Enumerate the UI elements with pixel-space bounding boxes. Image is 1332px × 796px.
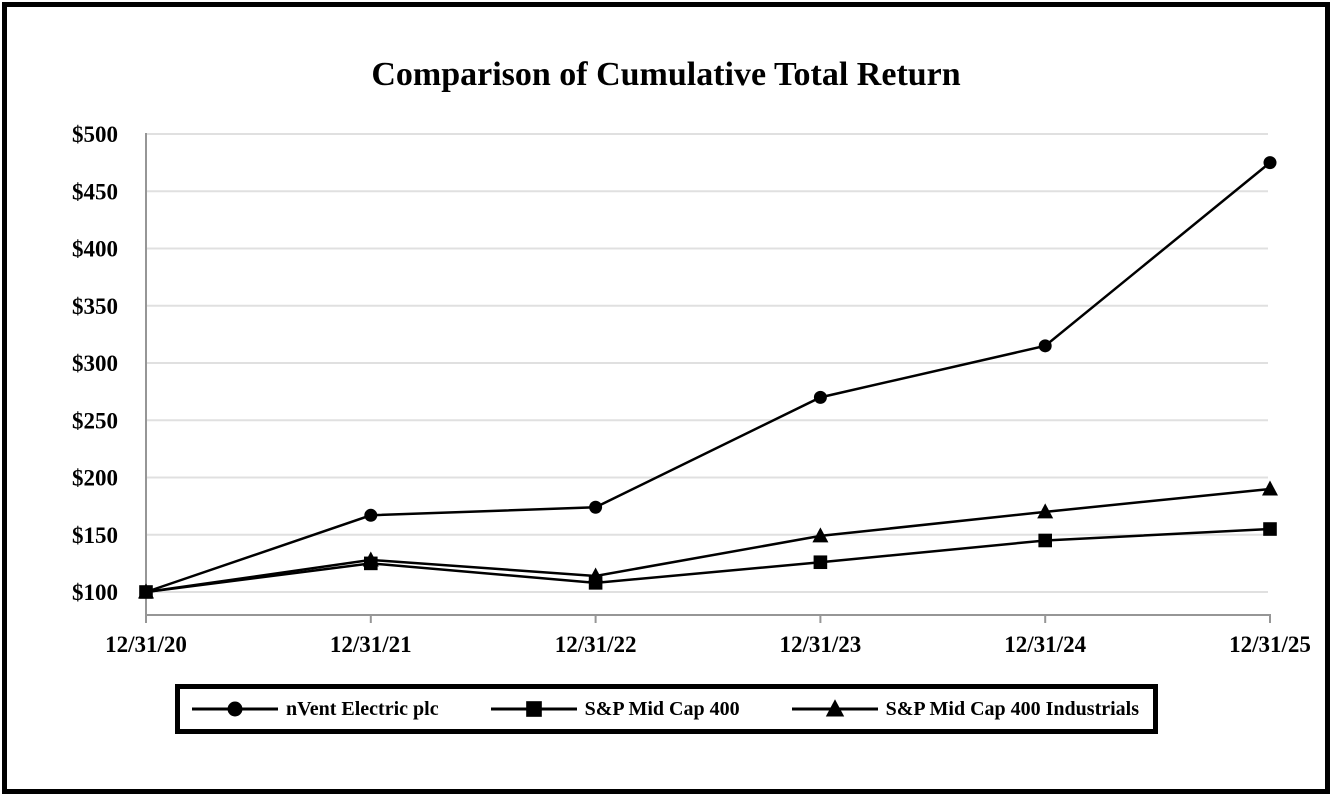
- circle-marker-icon: [1263, 156, 1277, 170]
- y-axis-label: $200: [72, 466, 118, 491]
- square-marker-icon: [1263, 522, 1277, 536]
- x-axis-label: 12/31/22: [555, 632, 637, 657]
- y-axis-label: $350: [72, 294, 118, 319]
- square-legend-marker-icon: [490, 701, 577, 717]
- triangle-marker-icon: [587, 567, 604, 583]
- circle-icon: [227, 701, 243, 717]
- circle-marker-icon: [589, 500, 603, 514]
- chart-legend: nVent Electric plc S&P Mid Cap 400 S&P Mid…: [175, 684, 1158, 734]
- chart-title: Comparison of Cumulative Total Return: [371, 56, 961, 93]
- x-axis-label: 12/31/23: [780, 632, 862, 657]
- square-icon: [525, 701, 542, 717]
- series-line-s-p-mid-cap-400-industrials: [145, 487, 1271, 594]
- legend-label: S&P Mid Cap 400: [584, 697, 740, 720]
- x-axis-label: 12/31/21: [330, 632, 412, 657]
- triangle-marker-icon: [1262, 480, 1278, 496]
- triangle-marker-icon: [1037, 503, 1054, 519]
- x-axis-label: 12/31/20: [105, 632, 187, 657]
- y-axis-label: $100: [72, 580, 118, 605]
- triangle-icon: [825, 699, 844, 717]
- circle-legend-marker-icon: [192, 701, 278, 717]
- x-axis-label: 12/31/25: [1229, 632, 1311, 657]
- square-marker-icon: [1038, 533, 1052, 548]
- y-axis-label: $450: [72, 179, 118, 204]
- triangle-marker-icon: [812, 527, 829, 543]
- legend-label: nVent Electric plc: [286, 697, 439, 720]
- triangle-marker-icon: [138, 583, 154, 599]
- triangle-marker-icon: [362, 551, 379, 567]
- legend-label: S&P Mid Cap 400 Industrials: [885, 697, 1139, 720]
- y-axis-label: $500: [72, 122, 118, 147]
- x-axis-label: 12/31/24: [1004, 632, 1086, 657]
- square-marker-icon: [813, 555, 828, 570]
- circle-marker-icon: [813, 390, 827, 404]
- legend-item-s-p-mid-cap-400: S&P Mid Cap 400: [490, 696, 740, 722]
- legend-item-s-p-mid-cap-400-industrials: S&P Mid Cap 400 Industrials: [791, 696, 1139, 722]
- series-line-s-p-mid-cap-400: [145, 527, 1271, 594]
- legend-item-nvent-electric-plc: nVent Electric plc: [192, 696, 439, 722]
- y-axis-label: $300: [72, 351, 118, 376]
- circle-marker-icon: [1038, 339, 1052, 353]
- series-line-nvent-electric-plc: [145, 161, 1271, 594]
- y-axis-label: $150: [72, 523, 118, 548]
- circle-marker-icon: [364, 508, 378, 522]
- y-axis-label: $400: [72, 237, 118, 262]
- triangle-legend-marker-icon: [791, 699, 878, 717]
- y-axis-label: $250: [72, 408, 118, 433]
